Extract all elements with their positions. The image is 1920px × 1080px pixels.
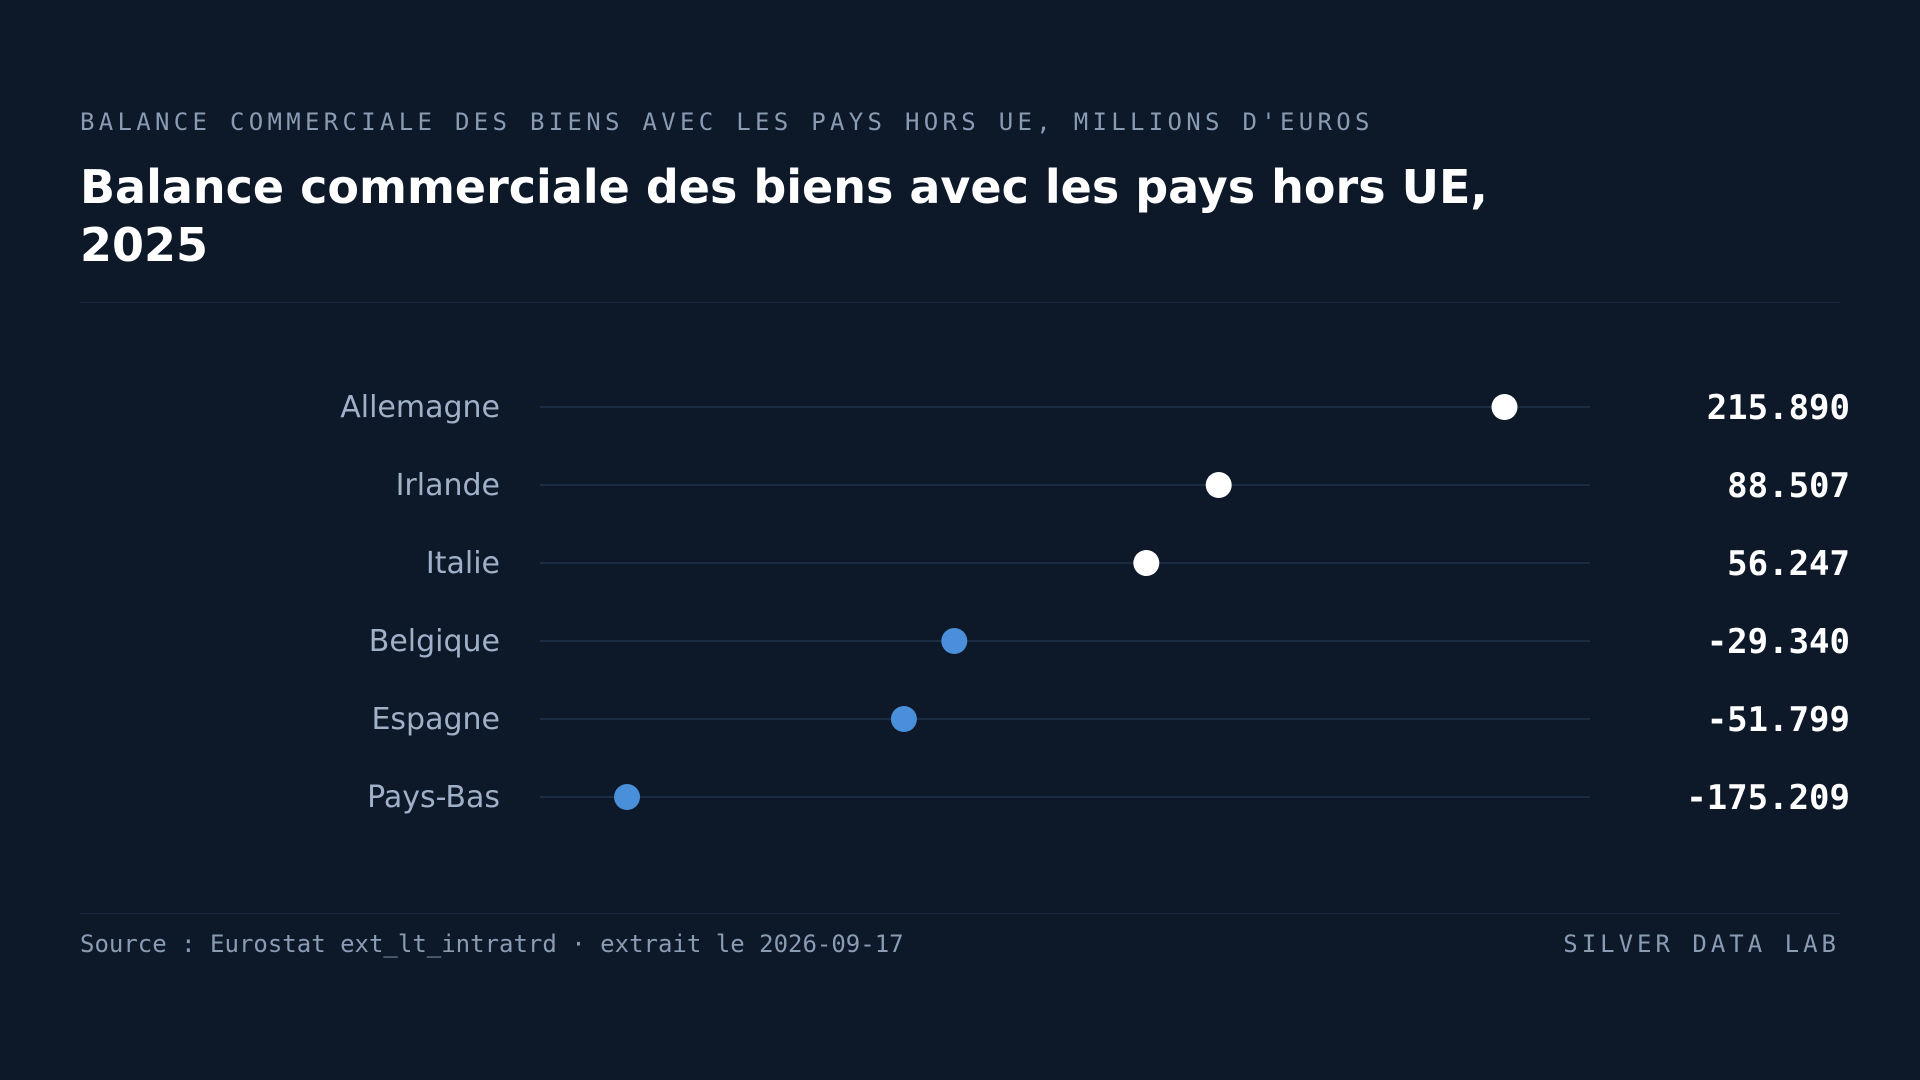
category-label: Italie — [426, 546, 500, 581]
value-label: 215.890 — [1707, 388, 1850, 428]
data-point — [1133, 550, 1160, 576]
value-label: -175.209 — [1686, 778, 1850, 818]
data-point — [941, 628, 968, 654]
row-belgique: Belgique -29.340 — [369, 622, 1850, 662]
footer-brand: SILVER DATA LAB — [1563, 930, 1840, 958]
header-divider — [80, 302, 1840, 303]
category-label: Irlande — [396, 468, 500, 503]
row-espagne: Espagne -51.799 — [371, 700, 1850, 740]
chart-title: Balance commerciale des biens avec les p… — [80, 160, 1488, 272]
row-italie: Italie 56.247 — [426, 544, 1850, 584]
data-point — [614, 784, 641, 810]
row-allemagne: Allemagne 215.890 — [340, 388, 1850, 428]
category-label: Allemagne — [340, 390, 500, 425]
value-label: -29.340 — [1707, 622, 1850, 662]
value-label: 88.507 — [1727, 466, 1850, 506]
chart-kicker: BALANCE COMMERCIALE DES BIENS AVEC LES P… — [80, 108, 1374, 136]
category-label: Belgique — [369, 624, 500, 659]
row-irlande: Irlande 88.507 — [396, 466, 1850, 506]
footer-divider — [80, 913, 1840, 914]
data-point — [1205, 472, 1232, 498]
dot-plot: Allemagne 215.890 Irlande 88.507 Italie 56.24… — [340, 388, 1850, 818]
value-label: 56.247 — [1727, 544, 1850, 584]
category-label: Pays-Bas — [367, 780, 500, 815]
value-label: -51.799 — [1707, 700, 1850, 740]
row-pays-bas: Pays-Bas -175.209 — [367, 778, 1850, 818]
footer-source: Source : Eurostat ext_lt_intratrd · extr… — [80, 930, 904, 958]
data-point — [890, 706, 917, 732]
category-label: Espagne — [371, 702, 500, 737]
data-point — [1491, 394, 1518, 420]
